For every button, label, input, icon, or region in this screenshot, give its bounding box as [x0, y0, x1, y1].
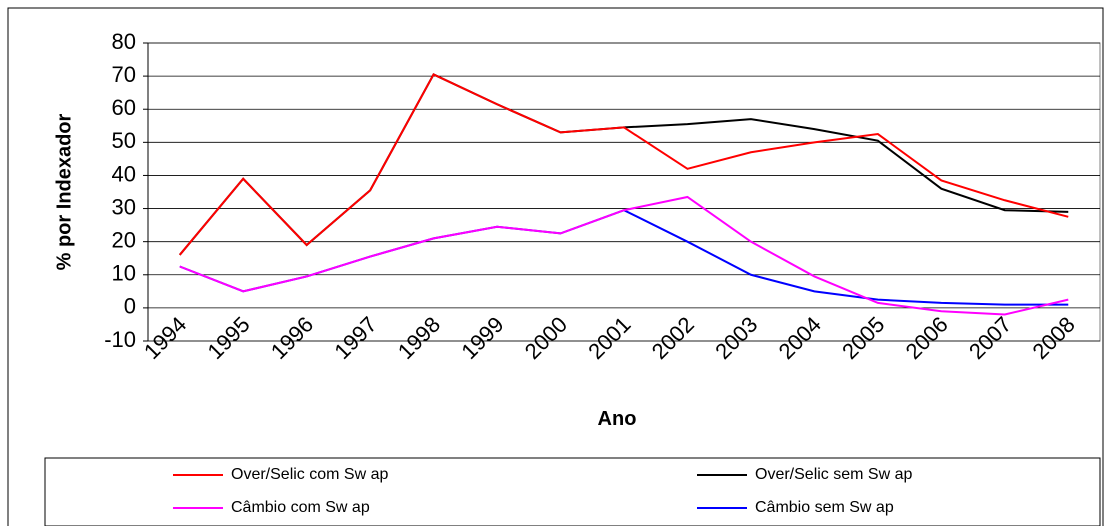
frame [7, 7, 1104, 526]
legend-label: Over/Selic sem Sw ap [755, 466, 912, 483]
legend-label: Over/Selic com Sw ap [231, 466, 388, 483]
x-tick-label: 2008 [1028, 312, 1080, 364]
y-tick-label: 50 [112, 128, 136, 153]
legend-label: Câmbio sem Sw ap [755, 499, 894, 516]
y-tick-label: 10 [112, 261, 136, 286]
series-line [179, 195, 1069, 316]
series-line [179, 209, 1069, 306]
y-tick-label: -10 [104, 327, 136, 352]
legend [44, 457, 1101, 526]
x-tick-label: 2001 [583, 312, 635, 364]
x-tick-label: 2006 [901, 312, 953, 364]
x-tick-label: 2005 [837, 312, 889, 364]
x-tick-label: 2003 [710, 312, 762, 364]
y-tick-label: 60 [112, 95, 136, 120]
legend-label: Câmbio com Sw ap [231, 499, 370, 516]
x-tick-label: 2007 [964, 312, 1016, 364]
y-tick-label: 30 [112, 194, 136, 219]
x-tick-label: 1995 [202, 312, 254, 364]
series-line [178, 73, 1069, 256]
y-tick-label: 40 [112, 161, 136, 186]
x-tick-label: 1999 [456, 312, 508, 364]
x-tick-label: 1997 [329, 312, 381, 364]
x-tick-label: 2000 [520, 312, 572, 364]
x-tick-label: 1994 [139, 312, 191, 364]
y-tick-label: 80 [112, 29, 136, 54]
x-axis-label: Ano [598, 408, 637, 430]
x-tick-label: 1998 [393, 312, 445, 364]
x-tick-label: 2002 [647, 312, 699, 364]
y-axis-label: % por Indexador [53, 113, 75, 270]
x-tick-label: 2004 [774, 312, 826, 364]
series-line [178, 73, 1069, 256]
y-tick-label: 0 [124, 294, 136, 319]
x-tick-label: 1996 [266, 312, 318, 364]
plot-area [147, 42, 1101, 342]
y-tick-label: 70 [112, 62, 136, 87]
y-tick-label: 20 [112, 227, 136, 252]
